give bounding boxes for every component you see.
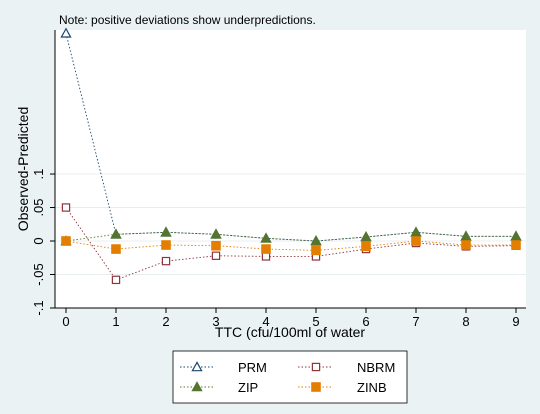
x-tick-label: 0 [62,314,69,329]
data-point-zinb [411,236,421,246]
legend-marker-zip [191,381,203,392]
data-point-zip [260,232,272,243]
legend-marker-nbrm [311,362,321,372]
legend-box [172,350,408,404]
data-point-zip [110,228,122,239]
data-point-zinb [111,244,121,254]
x-tick-label: 5 [312,314,319,329]
x-tick-label: 9 [512,314,519,329]
data-point-zinb [361,241,371,252]
x-axis-label: TTC (cfu/100ml of water [215,324,365,340]
y-axis-label: Observed-Predicted [15,107,31,232]
data-point-zinb [161,240,171,250]
x-tick-label: 1 [112,314,119,329]
x-tick-label: 3 [212,314,219,329]
x-tick-label: 7 [412,314,419,329]
x-tick-label: 2 [162,314,169,329]
legend-label-zinb: ZINB [357,380,387,395]
series-line-prm [65,33,516,242]
legend-items: PRM NBRM ZIP ZINB [180,360,395,395]
y-tick-label: -.05 [31,263,46,285]
data-point-prm [60,27,72,38]
legend-label-nbrm: NBRM [357,360,395,375]
x-tick-label: 8 [462,314,469,329]
data-point-zip [160,226,172,237]
ticks-layer: -.1 -.05 0 .05 .1 0 1 2 3 4 5 6 7 8 9 [31,169,520,329]
x-tick-label: 6 [362,314,369,329]
y-tick-label: .1 [31,169,46,180]
legend-item-nbrm: NBRM [298,360,395,375]
data-point-nbrm [211,251,221,260]
data-point-nbrm [111,275,121,285]
y-tick-label: 0 [31,237,46,244]
x-tick-label: 4 [262,314,269,329]
series-layer [60,27,522,285]
data-point-zinb [311,245,321,256]
data-point-zip [210,228,222,239]
legend-label-zip: ZIP [238,380,258,395]
series-zinb [61,236,521,256]
data-point-nbrm [261,252,271,261]
axes-layer [54,30,526,309]
data-point-zinb [461,240,471,250]
legend-label-prm: PRM [238,360,267,375]
chart-note: Note: positive deviations show underpred… [59,13,316,27]
data-point-zip [310,235,322,246]
series-line-nbrm [65,207,517,281]
data-point-zip [510,230,522,241]
plot-area [55,30,526,308]
y-tick-label: .05 [31,198,46,216]
data-point-nbrm [161,256,171,266]
data-point-zip [460,230,472,241]
data-point-nbrm [61,203,71,212]
data-point-zip [360,231,372,242]
legend-item-prm: PRM [180,360,267,375]
data-point-zip [410,226,422,237]
legend-item-zip: ZIP [180,380,258,395]
legend: PRM NBRM ZIP ZINB [172,350,408,404]
data-point-zinb [261,244,271,254]
data-point-zinb [211,240,221,251]
y-tick-label: -.1 [31,300,46,315]
legend-item-zinb: ZINB [298,380,387,395]
legend-marker-prm [191,361,203,372]
legend-marker-zinb [311,382,321,392]
data-point-zinb [61,236,71,246]
data-point-zinb [511,240,521,250]
